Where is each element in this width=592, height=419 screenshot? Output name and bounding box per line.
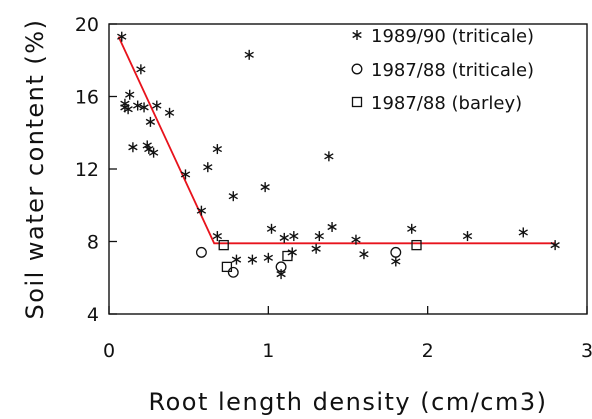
- asterisk-point: [180, 169, 191, 180]
- asterisk-point: [462, 231, 473, 242]
- asterisk-point: [550, 240, 560, 251]
- legend-square-icon: [351, 96, 363, 108]
- circle-point: [227, 266, 239, 278]
- circle-point: [195, 246, 207, 258]
- asterisk-point: [266, 223, 277, 234]
- asterisk-point: [144, 144, 154, 155]
- asterisk-point: [196, 205, 207, 216]
- x-tick-label: 2: [422, 340, 434, 362]
- y-tick-label: 16: [75, 87, 99, 109]
- x-tick-label: 1: [262, 340, 274, 362]
- asterisk-point: [359, 249, 369, 260]
- asterisk-point: [136, 64, 146, 75]
- square-point: [411, 239, 422, 251]
- circle-point: [275, 261, 287, 273]
- legend-label: 1987/88 (barley): [371, 93, 522, 114]
- asterisk-point: [152, 100, 162, 111]
- y-tick-label: 20: [75, 14, 99, 36]
- asterisk-point: [260, 182, 270, 193]
- x-tick-label: 0: [103, 340, 115, 362]
- asterisk-point: [132, 100, 143, 111]
- asterisk-point: [407, 223, 417, 234]
- legend-label: 1987/88 (triticale): [371, 60, 534, 81]
- x-axis-title: Root length density (cm/cm3): [149, 388, 548, 416]
- legend-label: 1989/90 (triticale): [371, 26, 534, 47]
- asterisk-point: [351, 234, 361, 245]
- square-point: [218, 239, 229, 251]
- asterisk-point: [228, 191, 238, 202]
- asterisk-point: [391, 256, 401, 267]
- asterisk-point: [117, 31, 127, 42]
- fit-line: [117, 36, 556, 245]
- asterisk-point: [276, 269, 286, 280]
- legend: 1989/90 (triticale) 1987/88 (triticale) 19…: [351, 26, 534, 114]
- asterisk-point: [203, 162, 213, 173]
- y-axis-title: Soil water content (%): [21, 19, 49, 320]
- asterisk-point: [212, 231, 223, 242]
- asterisk-point: [148, 147, 159, 158]
- circle-point: [390, 246, 402, 258]
- asterisk-point: [311, 243, 321, 254]
- square-point: [282, 250, 293, 262]
- asterisk-point: [247, 254, 258, 265]
- asterisk-point: [125, 89, 135, 100]
- asterisk-point: [212, 144, 223, 155]
- asterisk-point: [123, 104, 133, 115]
- asterisk-point: [279, 232, 289, 243]
- square-point: [221, 261, 233, 273]
- y-tick-label: 8: [87, 232, 99, 254]
- asterisk-point: [263, 252, 274, 263]
- asterisk-point: [164, 107, 175, 118]
- asterisk-point: [231, 254, 242, 265]
- asterisk-point: [314, 231, 325, 242]
- asterisk-point: [289, 231, 299, 242]
- asterisk-point: [244, 49, 254, 60]
- legend-asterisk-icon: [352, 30, 362, 40]
- legend-circle-icon: [351, 63, 363, 75]
- x-tick-label: 3: [581, 340, 592, 362]
- asterisk-point: [327, 222, 337, 232]
- asterisk-point: [518, 227, 528, 238]
- asterisk-point: [145, 116, 156, 127]
- y-tick-label: 12: [75, 159, 99, 181]
- asterisk-point: [324, 151, 334, 162]
- y-tick-label: 4: [87, 304, 99, 326]
- asterisk-point: [128, 142, 138, 153]
- data-marks: [117, 31, 560, 280]
- asterisk-point: [139, 102, 149, 113]
